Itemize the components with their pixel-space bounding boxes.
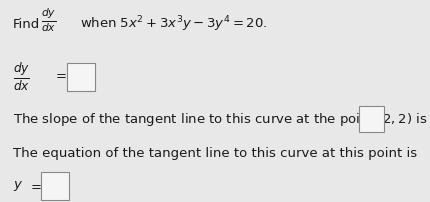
Text: =: =	[56, 70, 67, 83]
Text: The slope of the tangent line to this curve at the point $(2, 2)$ is: The slope of the tangent line to this cu…	[13, 111, 427, 128]
FancyBboxPatch shape	[41, 172, 69, 200]
Text: .: .	[386, 113, 390, 126]
Text: $=$: $=$	[28, 179, 42, 192]
Text: $\frac{dy}{dx}$: $\frac{dy}{dx}$	[13, 61, 30, 93]
Text: Find: Find	[13, 18, 40, 31]
Text: $y$: $y$	[13, 179, 23, 193]
Text: The equation of the tangent line to this curve at this point is: The equation of the tangent line to this…	[13, 147, 417, 160]
FancyBboxPatch shape	[67, 63, 95, 91]
Text: when $5x^2 + 3x^3y - 3y^4 = 20.$: when $5x^2 + 3x^3y - 3y^4 = 20.$	[80, 14, 267, 34]
FancyBboxPatch shape	[359, 106, 384, 132]
Text: $\frac{dy}{dx}$: $\frac{dy}{dx}$	[41, 6, 56, 34]
